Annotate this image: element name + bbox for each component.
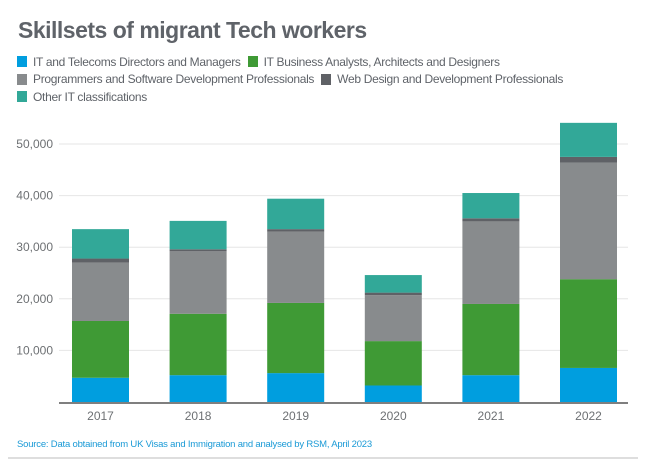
legend-swatch: [17, 91, 27, 103]
bar-segment: [462, 193, 520, 219]
legend: IT and Telecoms Directors and Managers IT…: [17, 53, 637, 106]
bar-segment: [72, 377, 129, 402]
legend-row: IT and Telecoms Directors and Managers IT…: [17, 53, 637, 71]
bottom-divider: [8, 457, 638, 459]
chart-title: Skillsets of migrant Tech workers: [18, 17, 367, 43]
y-tick-label: 10,000: [16, 343, 53, 357]
bar-stack-2019: [267, 198, 325, 402]
legend-swatch: [17, 56, 27, 68]
bar-segment: [72, 229, 129, 259]
legend-item: Programmers and Software Development Pro…: [17, 72, 314, 86]
source-note: Source: Data obtained from UK Visas and …: [17, 439, 372, 450]
bar-segment: [462, 221, 520, 304]
x-tick-label: 2022: [575, 409, 602, 423]
bar-segment: [364, 385, 422, 402]
bar-segment: [560, 279, 617, 368]
y-axis-ticks: 10,000 20,000 30,000 40,000 50,000: [16, 137, 53, 357]
bar-segment: [560, 156, 617, 163]
y-tick-label: 20,000: [16, 292, 53, 306]
legend-item: IT and Telecoms Directors and Managers: [17, 55, 241, 69]
legend-item: IT Business Analysts, Architects and Des…: [247, 54, 500, 69]
bar-segment: [169, 249, 227, 252]
x-tick-label: 2017: [87, 409, 114, 423]
bar-segment: [364, 341, 422, 386]
y-tick-label: 30,000: [16, 240, 53, 254]
bar-stack-2017: [72, 229, 129, 402]
legend-item: Web Design and Development Professionals: [321, 72, 563, 86]
x-tick-label: 2020: [380, 409, 407, 423]
bar-segment: [169, 251, 227, 314]
bar-segment: [462, 375, 520, 402]
bar-segment: [169, 220, 227, 250]
bar-segment: [72, 320, 129, 378]
x-tick-label: 2018: [185, 409, 212, 423]
legend-swatch: [247, 56, 258, 68]
bar-segment: [364, 275, 422, 293]
x-tick-label: 2021: [478, 409, 505, 423]
bar-segment: [364, 295, 422, 342]
legend-swatch: [321, 73, 332, 85]
x-axis-ticks: 2017 2018 2019 2020 2021 2022: [87, 409, 602, 423]
bar-segment: [72, 262, 129, 321]
y-tick-label: 40,000: [16, 189, 53, 203]
bar-stack-2022: [560, 122, 617, 402]
legend-label: IT Business Analysts, Architects and Des…: [263, 54, 500, 69]
legend-row: Programmers and Software Development Pro…: [17, 71, 637, 89]
bar-stack-2020: [364, 275, 422, 402]
bar-segment: [560, 367, 617, 402]
bar-segment: [267, 229, 325, 232]
gridlines: [59, 143, 628, 351]
bar-segment: [169, 375, 227, 402]
bar-segment: [560, 162, 617, 280]
bar-segment: [267, 231, 325, 303]
y-tick-label: 50,000: [16, 137, 53, 151]
bar-stack-2021: [462, 193, 520, 402]
legend-swatch: [17, 73, 27, 85]
legend-label: IT and Telecoms Directors and Managers: [33, 54, 241, 69]
x-tick-label: 2019: [282, 409, 309, 423]
bar-stack-2018: [169, 220, 227, 402]
bar-segment: [267, 198, 325, 230]
bar-segment: [169, 313, 227, 376]
bar-segment: [72, 258, 129, 263]
legend-label: Programmers and Software Development Pro…: [33, 72, 315, 87]
legend-row: Other IT classifications: [17, 88, 637, 106]
legend-label: Other IT classifications: [33, 89, 147, 104]
bar-segment: [462, 303, 520, 376]
bar-segment: [267, 373, 325, 402]
legend-label: Web Design and Development Professionals: [337, 72, 564, 87]
bar-segment: [267, 302, 325, 374]
bar-segment: [462, 218, 520, 222]
bar-segment: [560, 122, 617, 157]
bar-segment: [364, 292, 422, 296]
legend-item: Other IT classifications: [17, 90, 147, 104]
bars: [72, 122, 617, 402]
